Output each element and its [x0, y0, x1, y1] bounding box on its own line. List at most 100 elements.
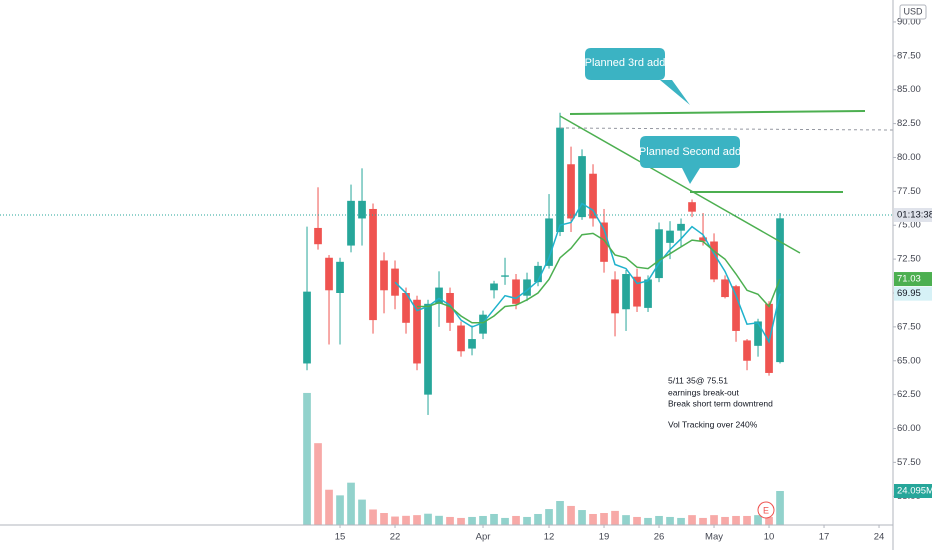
- ma-line: [417, 232, 781, 324]
- candle-body: [732, 286, 740, 331]
- candle-body: [611, 279, 619, 314]
- note: 5/11 35@ 75.51: [668, 375, 728, 385]
- y-tick-label: 72.50: [897, 254, 921, 265]
- y-tick-label: 57.50: [897, 457, 921, 468]
- volume-bar: [655, 515, 663, 525]
- trend-line: [559, 115, 801, 254]
- candle-body: [721, 279, 729, 298]
- ma-value-label: 69.95: [897, 288, 921, 299]
- volume-bar: [545, 509, 553, 525]
- volume-bar: [666, 516, 674, 525]
- callout-bubble: [640, 136, 740, 184]
- volume-bar: [578, 510, 586, 525]
- candle-body: [688, 202, 696, 212]
- x-tick-label: 17: [819, 532, 830, 543]
- candle-body: [435, 287, 443, 304]
- x-tick-label: 22: [390, 532, 401, 543]
- volume-bar: [347, 482, 355, 525]
- earnings-marker[interactable]: [757, 501, 775, 519]
- candle-body: [413, 299, 421, 364]
- volume-bar: [325, 489, 333, 525]
- candle-body: [545, 218, 553, 266]
- volume-bar: [622, 515, 630, 525]
- candle-body: [380, 260, 388, 291]
- x-tick-label: Apr: [476, 532, 491, 543]
- candle-body: [512, 279, 520, 304]
- axes: 55.0057.5060.0062.5065.0067.5070.0072.50…: [335, 4, 932, 543]
- volume-bar: [391, 516, 399, 525]
- volume-bar: [314, 443, 322, 525]
- volume-bar: [743, 515, 751, 525]
- volume-bar: [413, 515, 421, 525]
- candle-body: [336, 261, 344, 293]
- candle-body: [457, 325, 465, 352]
- earnings-label: E: [763, 505, 769, 515]
- candle-body: [567, 164, 575, 219]
- volume-bar: [479, 515, 487, 525]
- note: Vol Tracking over 240%: [668, 419, 758, 429]
- countdown-label-box: [894, 208, 932, 222]
- candle-body: [699, 237, 707, 242]
- volume-bar: [369, 509, 377, 525]
- volume-bar: [556, 501, 564, 525]
- volume-bar: [435, 515, 443, 525]
- volume-bar: [710, 515, 718, 525]
- countdown-label: 01:13:38: [897, 210, 932, 221]
- candle-body: [490, 283, 498, 291]
- candle-body: [556, 127, 564, 233]
- candle-body: [776, 218, 784, 363]
- volume-bar: [688, 515, 696, 525]
- candle-body: [358, 200, 366, 219]
- volume-bar: [600, 513, 608, 525]
- note: earnings break-out: [668, 387, 740, 397]
- volume-bar: [303, 392, 311, 525]
- callout-text: Planned 3rd add: [585, 57, 666, 69]
- high-line: [559, 127, 894, 131]
- candle-body: [402, 292, 410, 323]
- x-tick-label: 26: [654, 532, 665, 543]
- volume-bar: [446, 516, 454, 525]
- candle-body: [655, 229, 663, 279]
- volume-bar: [633, 516, 641, 525]
- candle-body: [446, 292, 454, 323]
- volume-bar: [457, 517, 465, 525]
- volume-bar: [754, 515, 762, 525]
- volume-bar: [402, 515, 410, 525]
- candle-body: [644, 279, 652, 308]
- candle-body: [677, 223, 685, 231]
- y-tick-label: 80.00: [897, 152, 921, 163]
- volume-bar: [699, 517, 707, 525]
- volume-bar: [424, 513, 432, 525]
- candle-body: [325, 257, 333, 291]
- y-tick-label: 82.50: [897, 118, 921, 129]
- candle-body: [534, 265, 542, 283]
- candle-body: [754, 321, 762, 346]
- y-tick-label: 67.50: [897, 321, 921, 332]
- volume-bar: [512, 515, 520, 525]
- ma-line: [394, 202, 781, 344]
- y-tick-label: 60.00: [897, 423, 921, 434]
- trend-line: [569, 110, 866, 115]
- candle-body: [347, 200, 355, 246]
- callout-text: Planned Second add: [639, 146, 741, 158]
- volume-bar: [732, 515, 740, 525]
- volume-bar: [721, 516, 729, 525]
- candle-body: [369, 208, 377, 321]
- volume-bar: [644, 517, 652, 525]
- x-tick-label: 12: [544, 532, 555, 543]
- x-tick-label: 24: [874, 532, 885, 543]
- volume-bar: [490, 513, 498, 525]
- candle-body: [578, 156, 586, 218]
- ma-value-label: 71.03: [897, 274, 921, 285]
- volume-value-label: 24.095M: [897, 486, 932, 497]
- candle-body: [666, 230, 674, 243]
- x-tick-label: 10: [764, 532, 775, 543]
- candle-body: [479, 314, 487, 334]
- volume-bar: [336, 495, 344, 525]
- candle-body: [633, 276, 641, 307]
- y-tick-label: 65.00: [897, 355, 921, 366]
- y-tick-label: 75.00: [897, 220, 921, 231]
- candle-body: [589, 173, 597, 219]
- volume-bar: [611, 510, 619, 525]
